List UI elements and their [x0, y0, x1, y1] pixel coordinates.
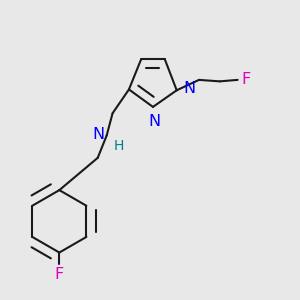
Text: F: F [55, 267, 64, 282]
Text: H: H [114, 139, 124, 153]
Text: N: N [148, 114, 160, 129]
Text: N: N [92, 128, 104, 142]
Text: N: N [183, 81, 195, 96]
Text: F: F [241, 72, 250, 87]
